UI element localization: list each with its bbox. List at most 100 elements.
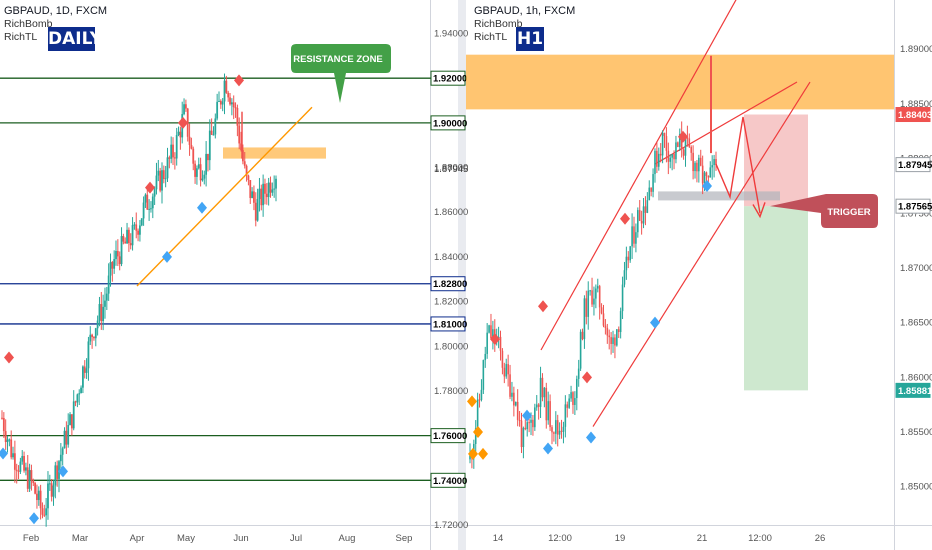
right-candle-body	[608, 335, 611, 338]
left-candle-body	[223, 80, 226, 102]
right-candle-body	[522, 427, 525, 448]
left-swing-low-diamond	[197, 201, 207, 214]
right-price-label-box	[895, 382, 931, 398]
left-candle-body	[151, 196, 154, 209]
right-candle-body	[665, 136, 668, 151]
right-candle-body	[701, 165, 704, 184]
left-candle-body	[254, 202, 257, 221]
right-indicator-richbomb[interactable]: RichBomb	[474, 18, 523, 30]
left-candle-body	[67, 424, 70, 445]
right-candle-body	[715, 158, 717, 166]
right-swing-low-diamond	[702, 179, 712, 192]
left-candle-body	[161, 170, 163, 191]
right-candle-body	[581, 331, 584, 340]
left-swing-high-diamond	[145, 181, 155, 194]
right-candle-body	[574, 398, 576, 405]
right-indicator-richtl[interactable]: RichTL	[474, 31, 508, 43]
left-candle-body	[6, 439, 9, 443]
right-y-tick-label: 1.86000	[900, 372, 932, 383]
left-candle-body	[96, 320, 99, 329]
right-candle-body	[553, 432, 555, 434]
left-candle-body	[34, 483, 37, 494]
left-timeframe-badge: DAILY	[48, 27, 103, 51]
left-candle-body	[129, 243, 132, 246]
left-candle-body	[192, 148, 195, 164]
right-x-tick-label: 19	[615, 533, 626, 544]
left-candle-body	[113, 259, 116, 269]
right-candle-body	[526, 422, 529, 430]
right-candle-body	[596, 286, 599, 289]
right-candle-body	[619, 311, 622, 333]
right-candle-body	[699, 157, 702, 166]
right-candle-body	[513, 392, 515, 406]
right-candle-body	[686, 137, 689, 139]
left-y-tick-label: 1.94000	[434, 29, 468, 40]
right-candle-body	[659, 153, 662, 156]
left-swing-low-diamond	[162, 250, 172, 263]
right-y-tick-label: 1.87000	[900, 263, 932, 274]
left-indicator-richtl[interactable]: RichTL	[4, 31, 38, 43]
left-candle-body	[212, 134, 215, 136]
right-callout-text: TRIGGER	[827, 207, 870, 218]
left-x-tick-label: Jun	[233, 533, 248, 544]
right-candle-body	[713, 158, 715, 166]
left-candle-body	[253, 191, 255, 203]
left-swing-low-diamond	[0, 447, 8, 460]
left-candle-body	[225, 80, 228, 93]
left-candle-body	[203, 174, 206, 179]
right-candle-body	[476, 399, 479, 429]
left-candle-body	[173, 157, 176, 159]
right-candle-body	[469, 455, 471, 460]
left-candle-body	[265, 193, 268, 198]
left-candle-body	[146, 194, 149, 210]
left-candle-body	[238, 125, 241, 144]
right-candle-body	[520, 420, 523, 448]
right-candle-body	[696, 162, 698, 172]
right-candle-body	[604, 325, 607, 328]
right-x-tick-label: 21	[697, 533, 708, 544]
left-swing-high-diamond	[234, 74, 244, 87]
right-timeframe-badge: H1	[516, 27, 544, 51]
left-candle-body	[93, 337, 95, 339]
left-candle-body	[126, 229, 128, 244]
right-candle-body	[501, 350, 504, 368]
right-candle-body	[606, 327, 609, 336]
right-candle-body	[690, 147, 693, 153]
right-candle-body	[638, 210, 641, 221]
right-candle-body	[514, 401, 517, 406]
left-candle-body	[85, 368, 88, 373]
right-price-label: 1.88403	[898, 110, 932, 121]
right-candle-body	[482, 360, 485, 390]
right-candle-body	[677, 142, 679, 147]
right-swing-high-diamond	[582, 371, 592, 384]
left-level-label-box	[430, 115, 466, 131]
left-level-label: 1.82800	[433, 279, 467, 290]
right-candle-body	[667, 150, 670, 162]
left-indicator-richbomb[interactable]: RichBomb	[4, 18, 53, 30]
right-swing-low-diamond	[650, 316, 660, 329]
right-candle-body	[671, 154, 673, 158]
right-candle-body	[555, 420, 557, 434]
left-candle-body	[56, 465, 59, 479]
right-candle-body	[499, 336, 502, 351]
right-candle-body	[570, 392, 572, 399]
right-orange-diamond	[468, 447, 478, 460]
left-swing-low-diamond	[58, 465, 68, 478]
right-candle-body	[566, 404, 569, 408]
right-swing-high-diamond	[490, 333, 500, 346]
left-callout-text: RESISTANCE ZONE	[293, 54, 383, 65]
left-candle-body	[50, 483, 53, 497]
left-candle-body	[264, 183, 266, 194]
right-candle-body	[534, 407, 536, 428]
left-candle-body	[30, 470, 33, 481]
left-x-tick-label: Jul	[290, 533, 302, 544]
left-candle-body	[199, 164, 202, 181]
left-level-label-box	[430, 428, 466, 444]
right-candle-body	[577, 368, 580, 379]
left-candle-body	[69, 414, 71, 425]
left-candle-body	[260, 188, 263, 206]
right-candle-body	[556, 420, 559, 435]
left-candle-body	[74, 401, 77, 403]
right-candle-body	[617, 329, 620, 333]
